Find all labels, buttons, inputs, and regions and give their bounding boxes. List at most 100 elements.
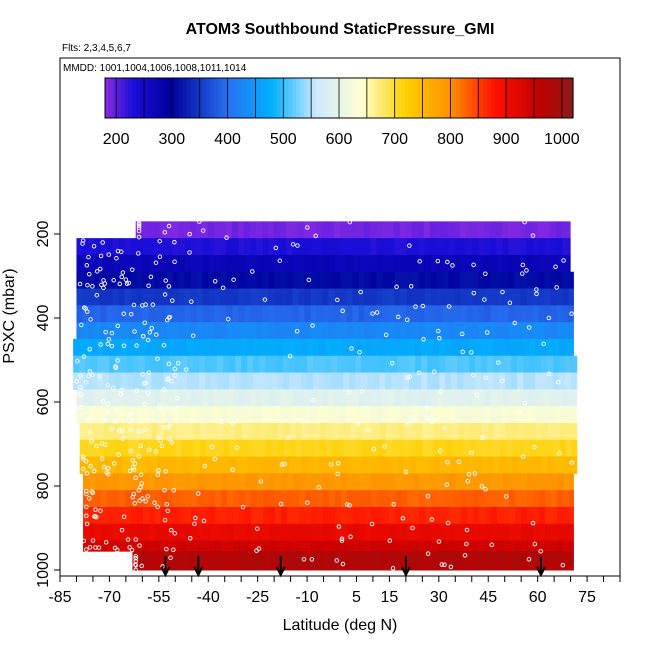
- band-cell: [229, 456, 236, 474]
- sample-point: [152, 500, 157, 505]
- sample-point: [79, 405, 85, 410]
- band-cell: [390, 551, 397, 571]
- y-tick-label: 800: [35, 473, 52, 500]
- band-cell: [496, 322, 503, 340]
- band-cell: [479, 507, 486, 525]
- band-cell: [202, 322, 209, 340]
- band-cell: [406, 255, 413, 273]
- sample-point: [134, 343, 139, 348]
- band-cell: [423, 221, 430, 239]
- sample-point: [335, 297, 340, 303]
- band-cell: [508, 322, 515, 340]
- sample-point: [169, 440, 175, 445]
- band-cell: [311, 473, 318, 491]
- band-cell: [419, 523, 426, 542]
- band-cell: [214, 255, 221, 273]
- band-cell: [167, 507, 174, 525]
- band-cell: [283, 423, 290, 441]
- band-cell: [454, 305, 461, 323]
- band-cell: [304, 305, 311, 323]
- band-cell: [400, 305, 407, 323]
- sample-point: [188, 536, 193, 541]
- band-cell: [247, 456, 254, 474]
- band-cell: [533, 540, 540, 552]
- band-cell: [274, 305, 281, 323]
- sample-point: [106, 337, 112, 342]
- band-cell: [106, 406, 113, 424]
- band-cell: [113, 490, 120, 508]
- band-cell: [527, 540, 534, 552]
- band-cell: [256, 322, 263, 340]
- band-cell: [373, 355, 380, 374]
- band-cell: [151, 372, 158, 390]
- band-cell: [569, 523, 574, 542]
- sample-point: [101, 285, 106, 291]
- band-cell: [243, 221, 250, 239]
- band-cell: [166, 406, 173, 424]
- band-cell: [119, 507, 126, 525]
- sample-point: [88, 463, 93, 469]
- band-cell: [361, 339, 368, 357]
- x-tick-label: 5: [352, 589, 361, 606]
- band-cell: [209, 523, 216, 542]
- band-cell: [413, 540, 420, 552]
- band-cell: [570, 551, 574, 571]
- band-cell: [295, 439, 302, 458]
- sample-point: [127, 468, 133, 474]
- band-cell: [448, 322, 455, 340]
- sample-point: [117, 281, 122, 287]
- band-cell: [321, 221, 328, 239]
- band-cell: [329, 473, 336, 491]
- band-cell: [251, 540, 258, 552]
- band-cell: [100, 305, 107, 323]
- band-cell: [509, 540, 516, 552]
- sample-point: [164, 546, 169, 552]
- band-cell: [496, 238, 503, 256]
- colorbar-segment: [541, 78, 547, 118]
- band-cell: [445, 372, 452, 390]
- band-cell: [384, 551, 391, 571]
- colorbar-segment: [502, 78, 508, 118]
- band-cell: [553, 423, 560, 441]
- band-cell: [107, 490, 114, 508]
- band-cell: [172, 238, 179, 256]
- band-cell: [533, 490, 540, 508]
- band-cell: [246, 551, 253, 571]
- colorbar-segment: [339, 78, 344, 118]
- band-cell: [271, 423, 278, 441]
- sample-point: [120, 270, 126, 275]
- band-cell: [286, 305, 293, 323]
- band-cell: [91, 339, 98, 357]
- band-cell: [505, 372, 512, 390]
- band-cell: [106, 238, 113, 256]
- sample-point: [230, 467, 235, 473]
- band-cell: [238, 255, 245, 273]
- colorbar-segment: [140, 78, 145, 118]
- band-cell: [441, 221, 448, 239]
- band-cell: [460, 238, 467, 256]
- band-cell: [202, 406, 209, 424]
- band-cell: [520, 305, 527, 323]
- band-cell: [274, 389, 281, 407]
- sample-point: [167, 314, 173, 320]
- band-cell: [175, 372, 182, 390]
- band-cell: [522, 551, 529, 571]
- sample-point: [94, 269, 100, 274]
- band-cell: [257, 523, 264, 542]
- band-cell: [425, 507, 432, 525]
- band-cell: [113, 523, 120, 542]
- sample-point: [109, 330, 115, 336]
- band-cell: [558, 551, 565, 571]
- sample-point: [83, 380, 89, 385]
- band-cell: [231, 221, 238, 239]
- band-cell: [94, 305, 101, 323]
- band-cell: [499, 439, 506, 458]
- sample-point: [278, 501, 284, 507]
- band-cell: [337, 439, 344, 458]
- sample-point: [132, 500, 138, 506]
- band-cell: [232, 255, 239, 273]
- band-cell: [355, 439, 362, 458]
- band-cell: [511, 439, 518, 458]
- band-cell: [562, 305, 569, 323]
- band-cell: [250, 255, 257, 273]
